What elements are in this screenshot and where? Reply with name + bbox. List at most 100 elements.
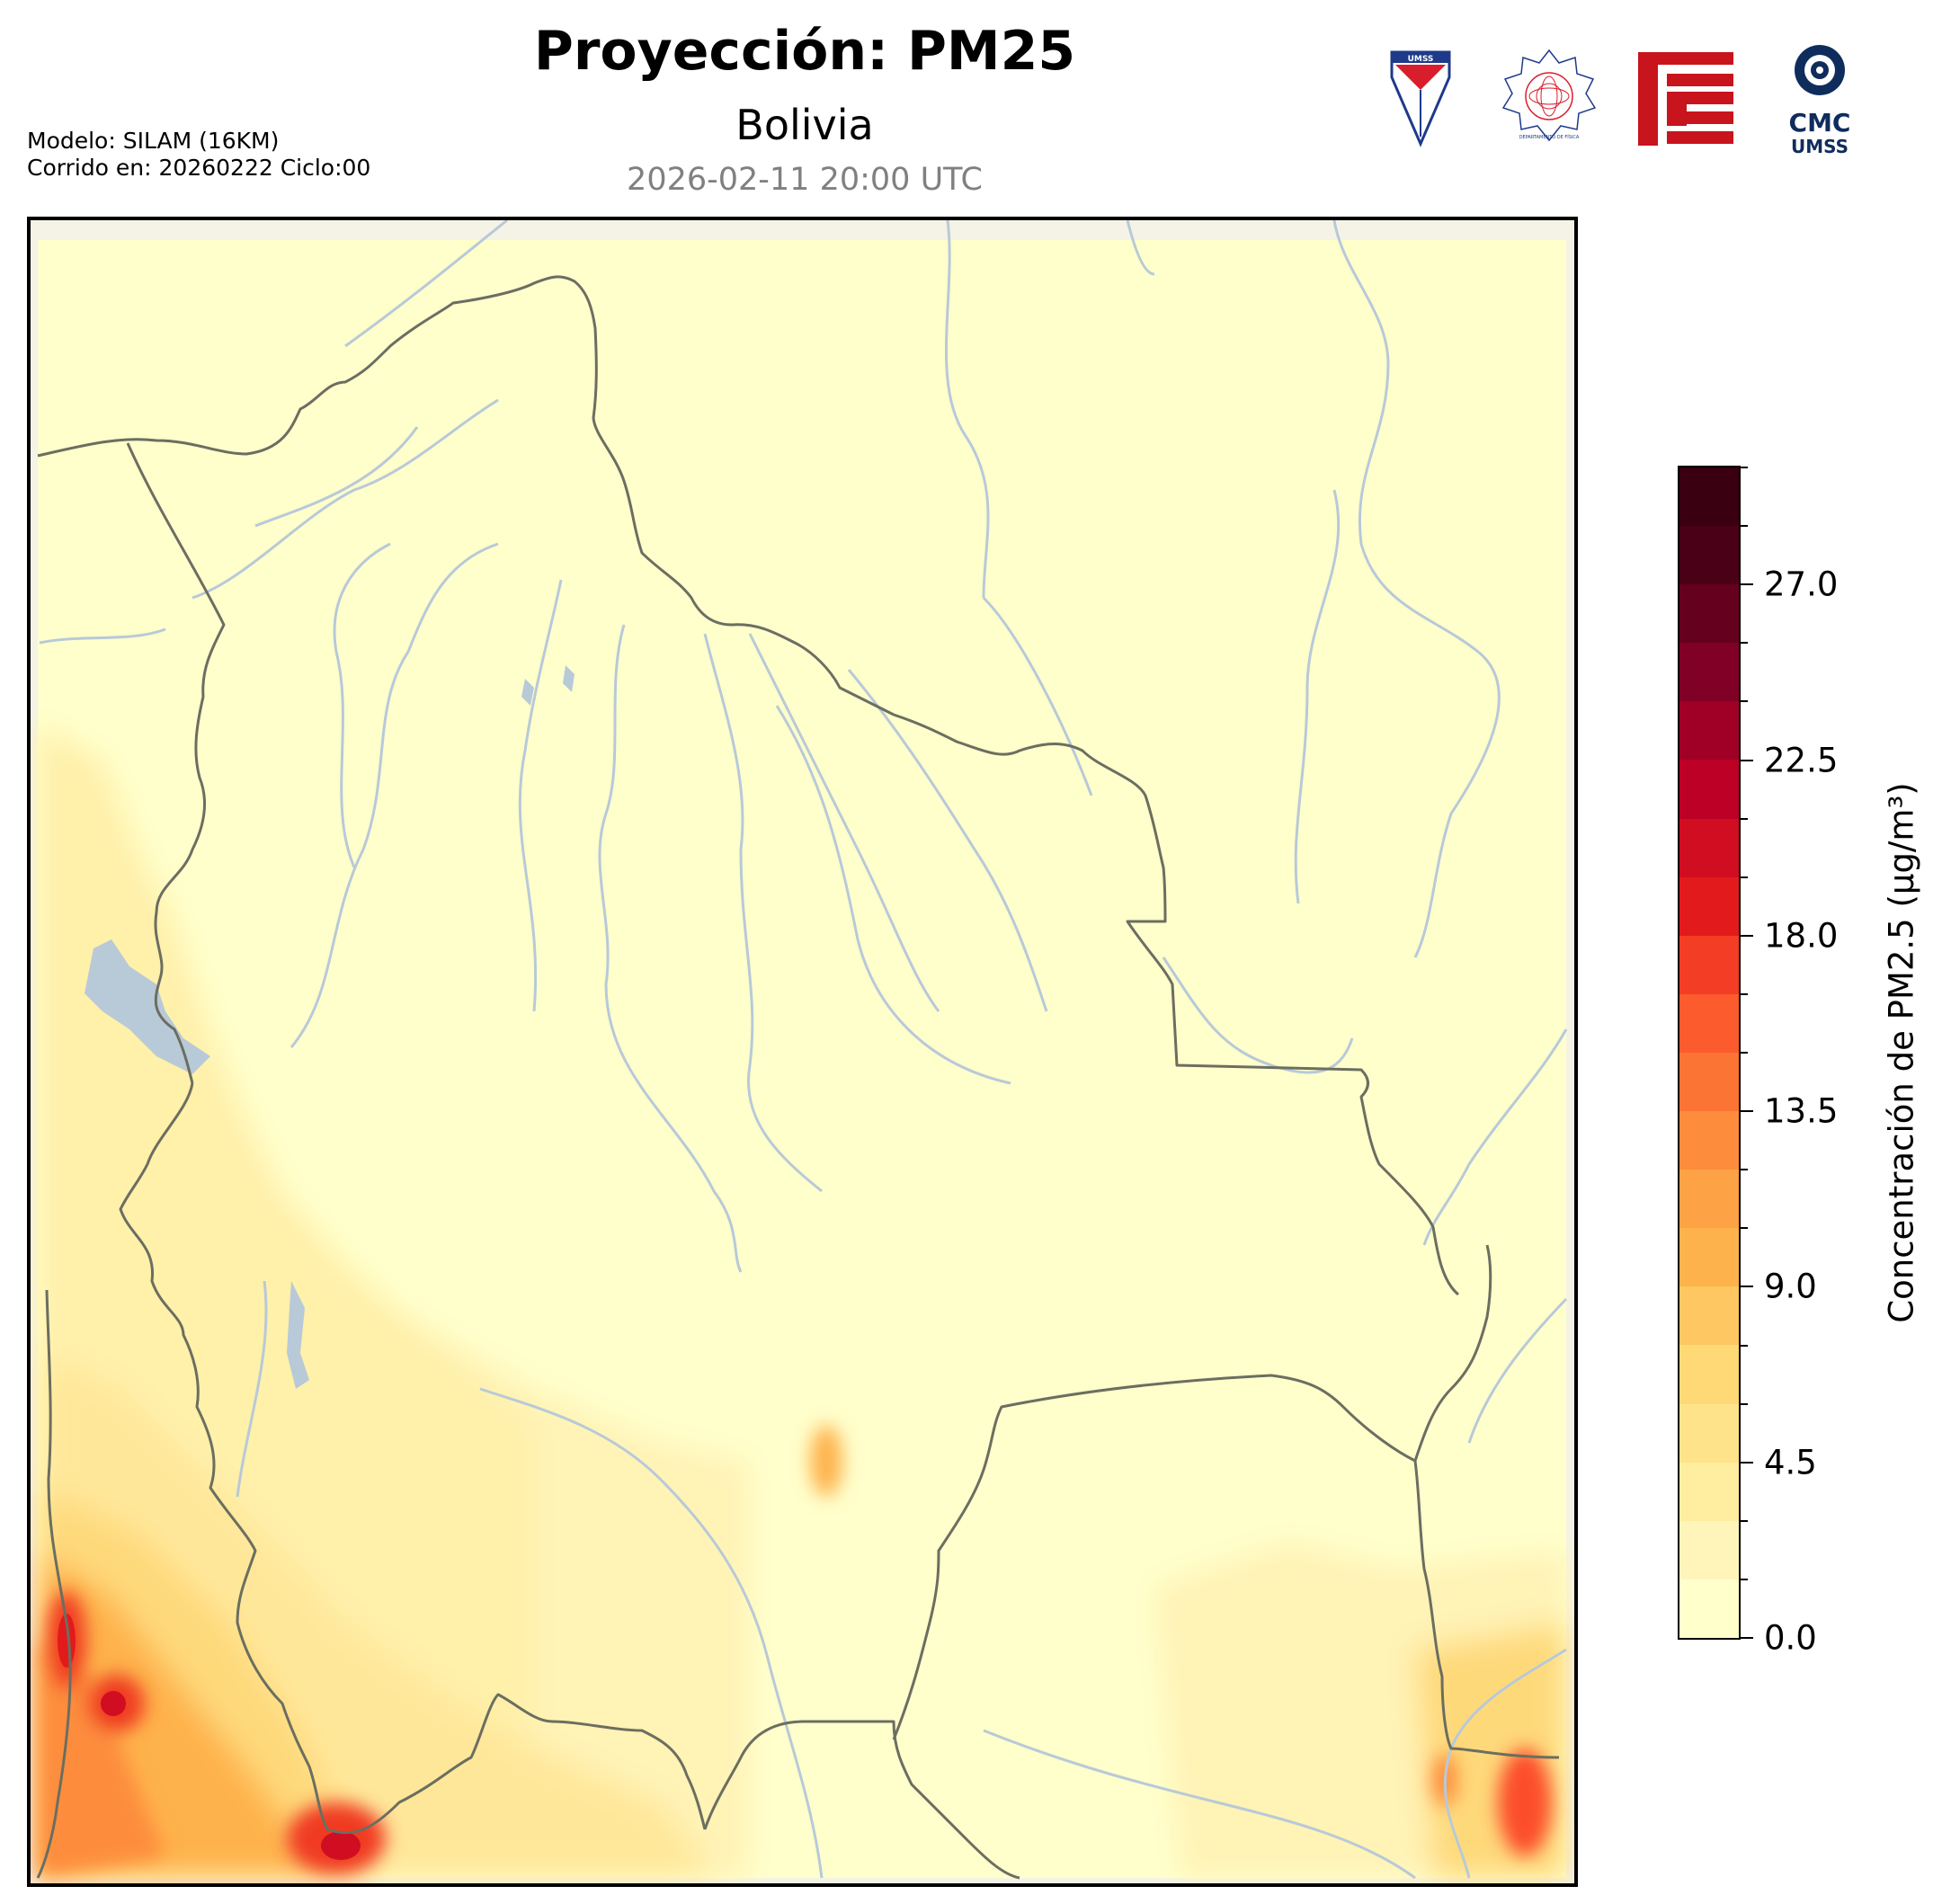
colorbar-minor-tick — [1741, 1169, 1748, 1171]
forecast-datetime: 2026-02-11 20:00 UTC — [627, 162, 983, 198]
river-pilcomayo — [479, 1387, 824, 1879]
colorbar-minor-tick — [1741, 700, 1748, 703]
colorbar-segment — [1679, 526, 1739, 585]
lake-poopo — [287, 1281, 309, 1389]
river-north-3 — [192, 398, 499, 600]
colorbar-segment — [1679, 1286, 1739, 1346]
colorbar-major-tick — [1741, 1286, 1753, 1288]
umss-logo-text: UMSS — [1408, 55, 1434, 64]
border-peru — [126, 442, 226, 1084]
map-subtitle: Bolivia — [735, 101, 874, 149]
logos: UMSS DEPARTAMENTO DE FÍSICA CMC UMSS — [1385, 43, 1888, 160]
hotspot-southeast — [1498, 1748, 1552, 1856]
colorbar-minor-tick — [1741, 1344, 1748, 1347]
river-ne-5 — [1294, 489, 1341, 904]
colorbar-segment — [1679, 1462, 1739, 1521]
river-ne-3 — [1126, 220, 1155, 276]
colorbar-segment — [1679, 1111, 1739, 1170]
colorbar-minor-tick — [1741, 1227, 1748, 1230]
model-info: Modelo: SILAM (16KM) Corrido en: 2026022… — [27, 128, 370, 182]
colorbar-tick-label: 0.0 — [1764, 1618, 1817, 1658]
model-line: Modelo: SILAM (16KM) — [27, 128, 280, 154]
river-madre — [290, 542, 499, 1048]
colorbar-major-tick — [1741, 1637, 1753, 1639]
colorbar-segment — [1679, 584, 1739, 644]
river-beni — [518, 579, 563, 1012]
river-north-2 — [254, 426, 419, 528]
river-paraguay — [1422, 1028, 1568, 1246]
colorbar-segment — [1679, 701, 1739, 761]
border-brazil-south — [1413, 1244, 1492, 1462]
river-ne-2 — [982, 596, 1093, 796]
fisica-logo-text: DEPARTAMENTO DE FÍSICA — [1519, 134, 1580, 140]
border-brazil-north — [37, 275, 1459, 1296]
colorbar-segment — [1679, 818, 1739, 877]
colorbar-tick-label: 13.5 — [1764, 1091, 1839, 1131]
river-guapore-trib — [748, 633, 940, 1012]
colorbar-tick-label: 22.5 — [1764, 741, 1839, 779]
cmc-logo-subtext: UMSS — [1791, 136, 1848, 157]
colorbar-segment — [1679, 467, 1739, 527]
colorbar-segment — [1679, 1052, 1739, 1112]
river-mamore — [598, 624, 743, 1273]
colorbar-segment — [1679, 1345, 1739, 1404]
river-nw — [39, 627, 166, 645]
river-south-2 — [983, 1729, 1416, 1880]
river-ne-1 — [945, 220, 990, 599]
colorbar-minor-tick — [1741, 467, 1748, 468]
colorbar-tick-label: 4.5 — [1764, 1443, 1817, 1482]
river-central — [775, 705, 1011, 1085]
hotspot-southwest-core — [101, 1691, 126, 1716]
river-east-2 — [1467, 1297, 1568, 1444]
colorbar-tick-label: 27.0 — [1764, 565, 1839, 604]
colorbar-major-tick — [1741, 1461, 1753, 1464]
colorbar-segment — [1679, 876, 1739, 936]
river-ne-4 — [1332, 220, 1501, 958]
colorbar-major-tick — [1741, 759, 1753, 761]
fisica-seal-logo: DEPARTAMENTO DE FÍSICA — [1501, 49, 1597, 142]
colorbar-segment — [1679, 1579, 1739, 1638]
lake-north-1 — [521, 679, 534, 706]
colorbar-minor-tick — [1741, 992, 1748, 995]
colorbar-minor-tick — [1741, 1402, 1748, 1405]
cmc-logo-text: CMC — [1789, 108, 1851, 138]
map-title: Proyección: PM25 — [533, 20, 1076, 83]
lake-north-2 — [563, 665, 575, 692]
pm25-map — [31, 220, 1574, 1883]
colorbar-segment — [1679, 1228, 1739, 1287]
border-chile-inner — [36, 1289, 72, 1879]
border-paraguay — [892, 1374, 1560, 1759]
river-north-1 — [344, 220, 508, 348]
map-panel — [27, 217, 1578, 1887]
colorbar-segment — [1679, 1170, 1739, 1229]
colorbar-tick-label: 18.0 — [1764, 916, 1839, 956]
colorbar-segment — [1679, 1520, 1739, 1579]
colorbar-minor-tick — [1741, 1052, 1748, 1054]
border-argentina-south — [703, 1720, 1020, 1880]
colorbar-major-tick — [1741, 934, 1753, 937]
colorbar-segment — [1679, 993, 1739, 1053]
colorbar-minor-tick — [1741, 1519, 1748, 1522]
red-glyph-logo — [1638, 52, 1733, 146]
river-desaguadero — [236, 1280, 268, 1498]
colorbar-segments — [1679, 467, 1739, 1638]
hotspot-south-core — [321, 1831, 361, 1860]
colorbar-major-tick — [1741, 1110, 1753, 1113]
colorbar-minor-tick — [1741, 876, 1748, 878]
border-chile-argentina — [119, 1082, 707, 1835]
colorbar-segment — [1679, 643, 1739, 702]
hotspot-central — [810, 1425, 842, 1497]
river-grande — [847, 669, 1048, 1012]
colorbar-segment — [1679, 935, 1739, 994]
colorbar-minor-tick — [1741, 1578, 1748, 1580]
colorbar-segment — [1679, 760, 1739, 819]
colorbar-major-tick — [1741, 583, 1753, 586]
umss-shield-logo: UMSS — [1390, 50, 1451, 147]
colorbar-minor-tick — [1741, 817, 1748, 820]
river-east-1 — [1162, 956, 1354, 1074]
cmc-logo: CMC UMSS — [1789, 45, 1851, 157]
rivers — [39, 220, 1568, 1880]
colorbar-segment — [1679, 1403, 1739, 1463]
colorbar-minor-tick — [1741, 642, 1748, 645]
run-line: Corrido en: 20260222 Ciclo:00 — [27, 155, 371, 181]
